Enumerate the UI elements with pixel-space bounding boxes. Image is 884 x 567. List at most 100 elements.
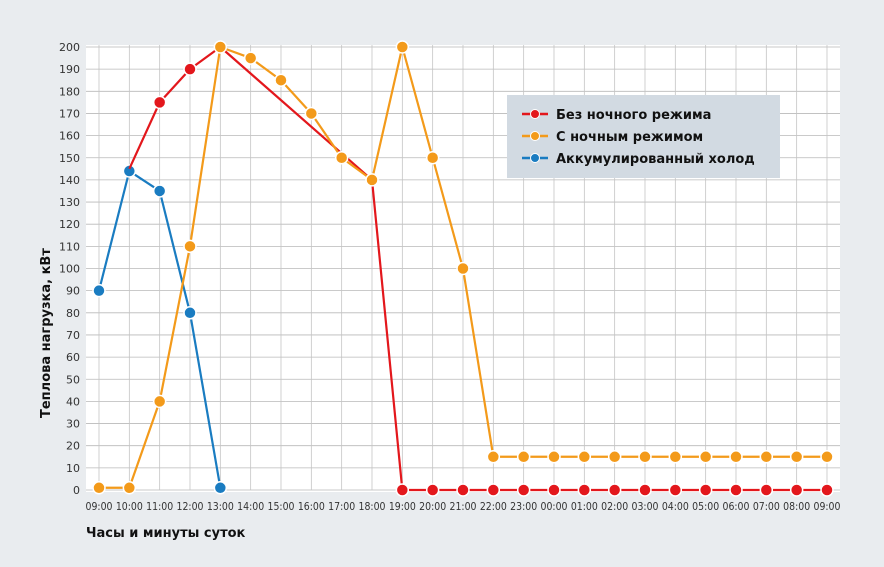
y-tick-label: 200 xyxy=(59,41,80,54)
y-tick-label: 50 xyxy=(66,373,80,386)
data-point xyxy=(243,51,258,65)
data-point xyxy=(183,306,197,320)
legend: Без ночного режима С ночным режимом Аккуму… xyxy=(507,95,780,178)
y-tick-labels: 0 10 20 30 40 50 60 70 80 90 100 110 120 130 140 150 160… xyxy=(59,41,80,497)
y-tick-label: 110 xyxy=(59,240,80,253)
data-point xyxy=(820,450,834,464)
y-tick-label: 30 xyxy=(66,418,80,431)
series-group xyxy=(92,40,834,495)
y-tick-label: 140 xyxy=(59,174,80,187)
data-point xyxy=(698,450,713,464)
x-tick-label: 06:00 xyxy=(722,500,749,513)
x-tick-label: 09:00 xyxy=(813,500,840,513)
data-point xyxy=(304,106,319,121)
data-point xyxy=(759,483,774,497)
data-point xyxy=(729,450,743,464)
legend-swatch-marker xyxy=(530,153,540,163)
data-point xyxy=(152,184,167,198)
data-point xyxy=(213,40,228,54)
y-tick-label: 160 xyxy=(59,130,80,143)
y-tick-label: 150 xyxy=(59,152,80,165)
data-point xyxy=(486,450,501,464)
y-tick-label: 0 xyxy=(73,484,80,497)
x-tick-label: 02:00 xyxy=(601,500,628,513)
y-tick-label: 120 xyxy=(59,218,80,231)
x-tick-label: 15:00 xyxy=(267,500,294,513)
data-point xyxy=(456,261,470,276)
x-tick-label: 00:00 xyxy=(540,500,567,513)
legend-swatch-marker xyxy=(530,131,540,141)
data-point xyxy=(213,481,228,495)
data-point xyxy=(668,450,683,464)
data-point xyxy=(274,73,288,87)
x-tick-label: 08:00 xyxy=(783,500,810,513)
data-point xyxy=(425,483,440,497)
series-group xyxy=(92,164,228,495)
data-point xyxy=(183,62,197,76)
x-tick-label: 20:00 xyxy=(419,500,446,513)
data-point xyxy=(122,481,137,495)
x-tick-labels: 09:00 10:00 11:00 12:00 13:00 14:00 15:00 16:00… xyxy=(86,500,841,513)
series-layer xyxy=(92,40,834,497)
data-point xyxy=(92,283,106,298)
data-point xyxy=(820,483,834,497)
x-tick-label: 04:00 xyxy=(662,500,689,513)
y-tick-label: 10 xyxy=(66,462,80,475)
x-tick-label: 03:00 xyxy=(631,500,658,513)
data-point xyxy=(577,450,592,464)
x-tick-label: 23:00 xyxy=(510,500,537,513)
y-tick-label: 60 xyxy=(66,351,80,364)
y-tick-label: 70 xyxy=(66,329,80,342)
x-tick-label: 11:00 xyxy=(146,500,173,513)
legend-label: С ночным режимом xyxy=(556,130,703,145)
data-point xyxy=(395,483,410,497)
data-point xyxy=(456,483,470,497)
legend-label: Без ночного режима xyxy=(556,108,711,123)
data-point xyxy=(152,95,167,110)
y-tick-label: 80 xyxy=(66,307,80,320)
data-point xyxy=(547,450,561,464)
data-point xyxy=(789,450,804,464)
data-point xyxy=(759,450,774,464)
x-tick-label: 21:00 xyxy=(449,500,476,513)
y-tick-label: 190 xyxy=(59,63,80,76)
legend-label: Аккумулированный холод xyxy=(556,152,755,167)
data-point xyxy=(668,483,683,497)
x-tick-label: 07:00 xyxy=(753,500,780,513)
data-point xyxy=(607,483,622,497)
x-tick-label: 17:00 xyxy=(328,500,355,513)
y-tick-label: 20 xyxy=(66,440,80,453)
x-tick-label: 13:00 xyxy=(207,500,234,513)
x-tick-label: 18:00 xyxy=(358,500,385,513)
x-tick-label: 09:00 xyxy=(86,500,113,513)
data-point xyxy=(92,481,106,495)
y-tick-label: 100 xyxy=(59,263,80,276)
legend-swatch-marker xyxy=(530,109,540,119)
data-point xyxy=(365,173,379,187)
y-tick-label: 170 xyxy=(59,107,80,120)
y-axis-title: Теплова нагрузка, кВт xyxy=(39,248,54,418)
x-tick-label: 19:00 xyxy=(389,500,416,513)
x-tick-label: 14:00 xyxy=(237,500,264,513)
data-point xyxy=(577,483,592,497)
data-point xyxy=(547,483,561,497)
y-tick-label: 90 xyxy=(66,285,80,298)
data-point xyxy=(395,40,410,54)
data-point xyxy=(486,483,501,497)
series-group xyxy=(128,45,834,497)
data-point xyxy=(516,450,531,464)
x-tick-label: 10:00 xyxy=(116,500,143,513)
data-point xyxy=(607,450,622,464)
data-point xyxy=(698,483,713,497)
data-point xyxy=(638,450,652,464)
data-point xyxy=(183,239,197,254)
data-point xyxy=(729,483,743,497)
x-tick-label: 01:00 xyxy=(571,500,598,513)
data-point xyxy=(152,394,167,409)
y-tick-label: 40 xyxy=(66,395,80,408)
data-point xyxy=(638,483,652,497)
data-point xyxy=(425,151,440,165)
x-tick-label: 05:00 xyxy=(692,500,719,513)
x-tick-label: 12:00 xyxy=(176,500,203,513)
